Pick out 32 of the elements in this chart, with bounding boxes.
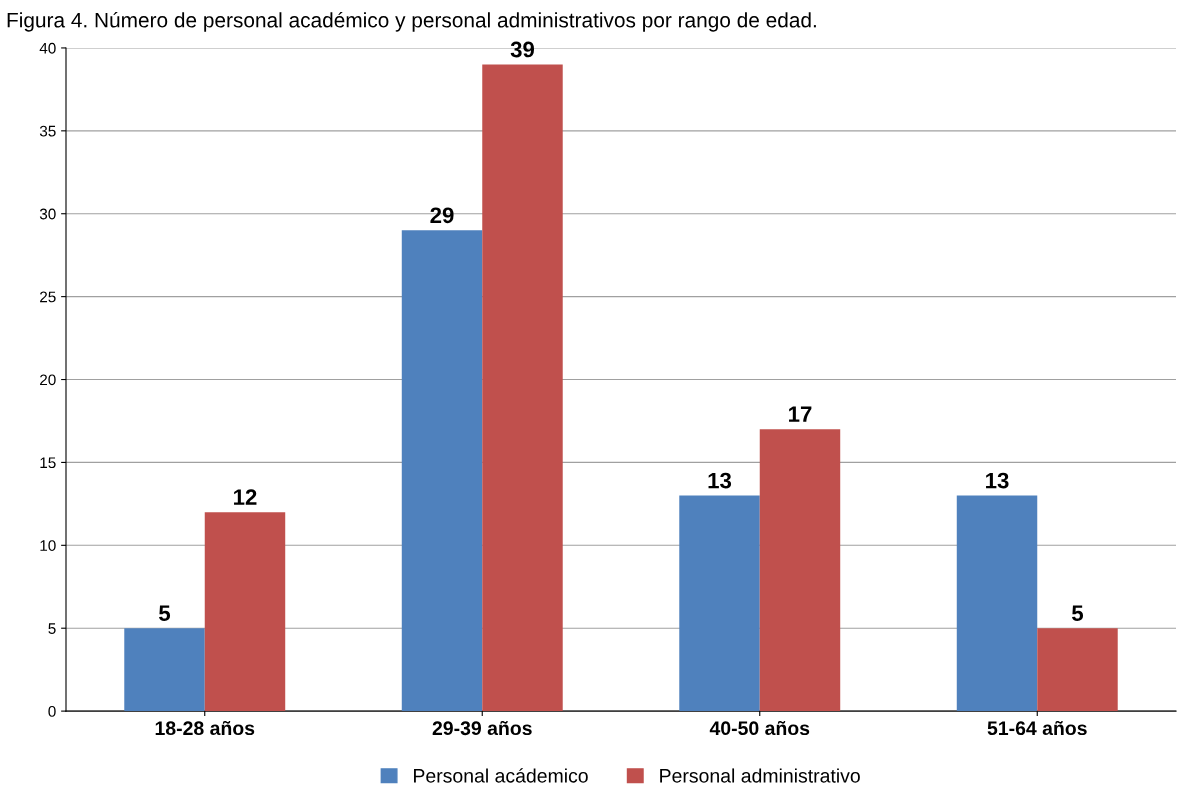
data-label: 29	[430, 207, 454, 224]
bar	[956, 495, 1038, 712]
bar	[204, 512, 286, 712]
x-tick-label: 29-39 años	[432, 720, 532, 736]
bar	[401, 230, 483, 712]
y-tick-label: 25	[40, 291, 56, 303]
data-label: 5	[159, 605, 171, 622]
data-label: 5	[1071, 605, 1084, 622]
y-tick-label: 15	[40, 457, 56, 469]
legend-label: Personal acádemico	[414, 768, 588, 783]
data-label: 17	[789, 406, 812, 422]
y-tick-label: 35	[39, 125, 56, 137]
y-tick-label: 40	[39, 42, 56, 54]
bar	[124, 628, 205, 712]
y-tick-label: 30	[39, 208, 56, 220]
bar	[679, 495, 760, 712]
data-label: 12	[234, 489, 257, 505]
y-tick-label: 20	[40, 374, 56, 386]
x-tick-label: 51-64 años	[987, 720, 1087, 736]
bar	[482, 64, 563, 712]
y-tick-label: 0	[48, 705, 56, 717]
y-tick-label: 10	[40, 540, 56, 551]
bar	[1037, 628, 1118, 712]
data-label: 13	[986, 472, 1009, 489]
legend-label: Personal administrativo	[660, 768, 860, 783]
x-tick-label: 40-50 años	[709, 720, 810, 736]
data-label: 39	[510, 41, 535, 58]
data-label: 13	[708, 472, 732, 489]
x-tick-label: 18-28 años	[155, 720, 255, 736]
bar	[759, 429, 841, 712]
y-tick-label: 5	[48, 623, 56, 634]
chart-title: Figura 4. Número de personal académico y personal administrativos por rango de edad.	[7, 11, 816, 32]
